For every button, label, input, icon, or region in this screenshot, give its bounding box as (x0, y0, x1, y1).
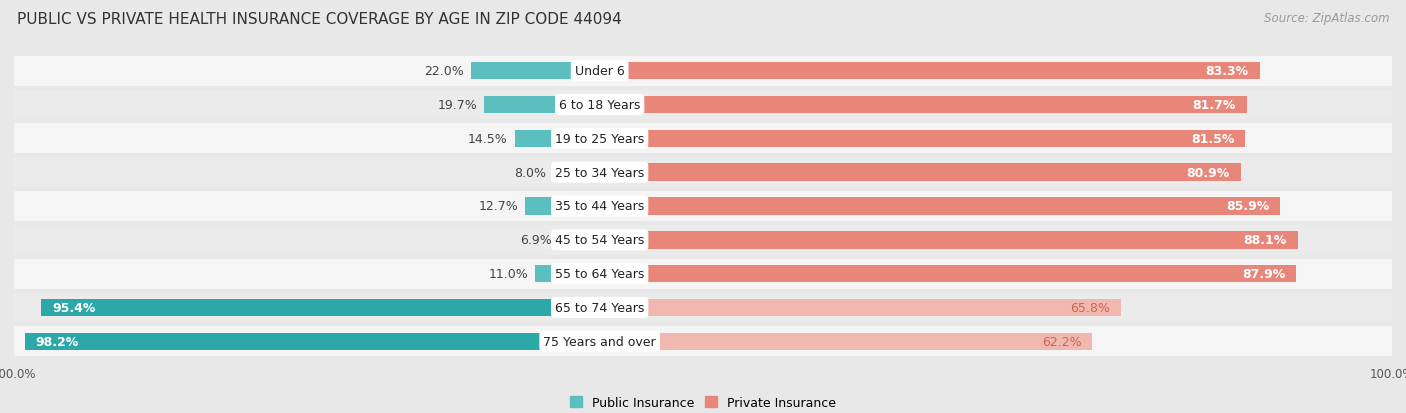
Text: 22.0%: 22.0% (425, 65, 464, 78)
Bar (599, 97, 1247, 114)
Bar (14, 259, 1392, 289)
Text: 14.5%: 14.5% (468, 133, 508, 145)
Text: 6 to 18 Years: 6 to 18 Years (560, 99, 640, 112)
Bar (560, 231, 600, 249)
Bar (599, 164, 1240, 182)
Text: 81.5%: 81.5% (1191, 133, 1234, 145)
Text: 35 to 44 Years: 35 to 44 Years (555, 200, 644, 213)
Text: 25 to 34 Years: 25 to 34 Years (555, 166, 644, 179)
Text: 6.9%: 6.9% (520, 234, 553, 247)
Text: 65 to 74 Years: 65 to 74 Years (555, 301, 644, 314)
Text: 12.7%: 12.7% (478, 200, 519, 213)
Text: 65.8%: 65.8% (1070, 301, 1109, 314)
Bar (599, 299, 1121, 316)
Bar (14, 225, 1392, 255)
Bar (14, 192, 1392, 221)
Bar (599, 265, 1296, 283)
Text: 75 Years and over: 75 Years and over (543, 335, 657, 348)
Text: 8.0%: 8.0% (515, 166, 546, 179)
Text: 19 to 25 Years: 19 to 25 Years (555, 133, 644, 145)
Bar (599, 333, 1092, 350)
Bar (599, 130, 1246, 148)
Bar (14, 293, 1392, 323)
Bar (599, 63, 1260, 80)
Text: 80.9%: 80.9% (1187, 166, 1230, 179)
Bar (484, 97, 600, 114)
Bar (599, 198, 1281, 215)
Bar (14, 90, 1392, 120)
Text: 85.9%: 85.9% (1226, 200, 1270, 213)
Text: 88.1%: 88.1% (1243, 234, 1286, 247)
Bar (515, 130, 600, 148)
Text: 55 to 64 Years: 55 to 64 Years (555, 268, 644, 280)
Text: 83.3%: 83.3% (1205, 65, 1249, 78)
Bar (599, 231, 1298, 249)
Bar (41, 299, 600, 316)
Text: 62.2%: 62.2% (1042, 335, 1081, 348)
Bar (471, 63, 600, 80)
Text: Under 6: Under 6 (575, 65, 624, 78)
Bar (14, 158, 1392, 188)
Text: 95.4%: 95.4% (52, 301, 96, 314)
Text: 11.0%: 11.0% (489, 268, 529, 280)
Bar (536, 265, 600, 283)
Text: 45 to 54 Years: 45 to 54 Years (555, 234, 644, 247)
Bar (24, 333, 600, 350)
Bar (14, 327, 1392, 356)
Text: Source: ZipAtlas.com: Source: ZipAtlas.com (1264, 12, 1389, 25)
Bar (553, 164, 600, 182)
Bar (526, 198, 600, 215)
Text: 87.9%: 87.9% (1241, 268, 1285, 280)
Text: 19.7%: 19.7% (437, 99, 478, 112)
Text: 98.2%: 98.2% (35, 335, 79, 348)
Bar (14, 57, 1392, 86)
Text: PUBLIC VS PRIVATE HEALTH INSURANCE COVERAGE BY AGE IN ZIP CODE 44094: PUBLIC VS PRIVATE HEALTH INSURANCE COVER… (17, 12, 621, 27)
Text: 81.7%: 81.7% (1192, 99, 1236, 112)
Bar (14, 124, 1392, 154)
Legend: Public Insurance, Private Insurance: Public Insurance, Private Insurance (565, 391, 841, 413)
